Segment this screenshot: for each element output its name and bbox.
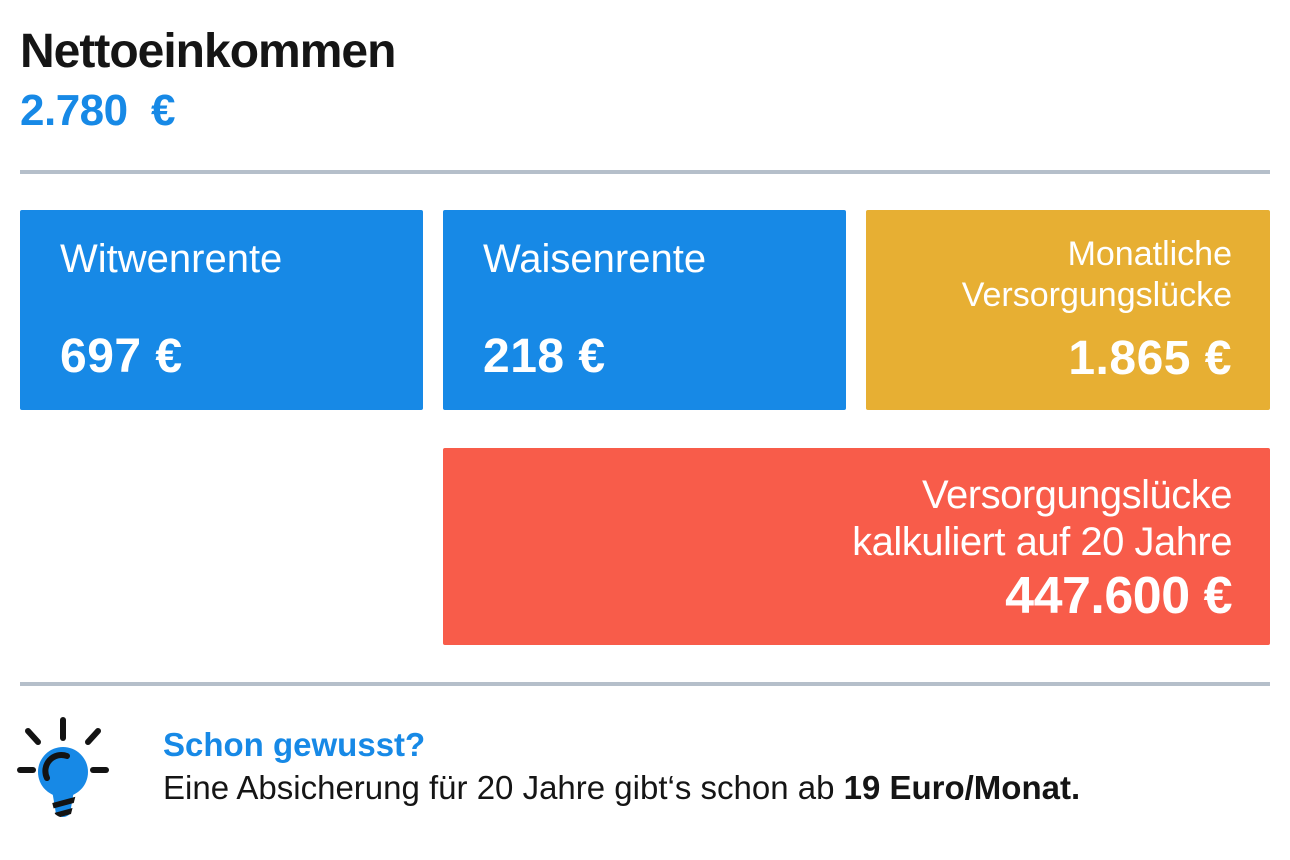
card-value-monatliche-versorgungsluecke: 1.865 € [1068,332,1232,385]
card-label-witwenrente: Witwenrente [60,237,283,281]
card-value-witwenrente: 697 € [60,330,183,383]
label-line-1: Monatliche [1067,235,1232,273]
card-label-versorgungsluecke-20-jahre: Versorgungslücke kalkuliert auf 20 Jahre [852,472,1232,566]
page-title: Nettoeinkommen [20,25,396,78]
card-waisenrente: Waisenrente 218 € [443,210,846,410]
tip-body: Eine Absicherung für 20 Jahre gibt‘s sch… [163,769,1080,807]
card-witwenrente: Witwenrente 697 € [20,210,423,410]
card-label-monatliche-versorgungsluecke: Monatliche Versorgungslücke [962,234,1232,316]
card-value-versorgungsluecke-20-jahre: 447.600 € [1005,567,1232,626]
divider-top [20,170,1270,174]
card-monatliche-versorgungsluecke: Monatliche Versorgungslücke 1.865 € [866,210,1270,410]
net-income-value: 2.780 € [20,86,176,135]
divider-bottom [20,682,1270,686]
tip-heading: Schon gewusst? [163,726,426,763]
card-value-waisenrente: 218 € [483,330,606,383]
card-label-waisenrente: Waisenrente [483,237,707,281]
card-versorgungsluecke-20-jahre: Versorgungslücke kalkuliert auf 20 Jahre… [443,448,1270,645]
label-line-1: Versorgungslücke [922,473,1232,517]
label-line-2: kalkuliert auf 20 Jahre [852,520,1232,565]
tip-body-text: Eine Absicherung für 20 Jahre gibt‘s sch… [163,769,844,806]
tip-body-bold-text: 19 Euro/Monat. [843,769,1081,806]
lightbulb-icon [17,717,109,818]
label-line-2: Versorgungslücke [961,275,1232,314]
